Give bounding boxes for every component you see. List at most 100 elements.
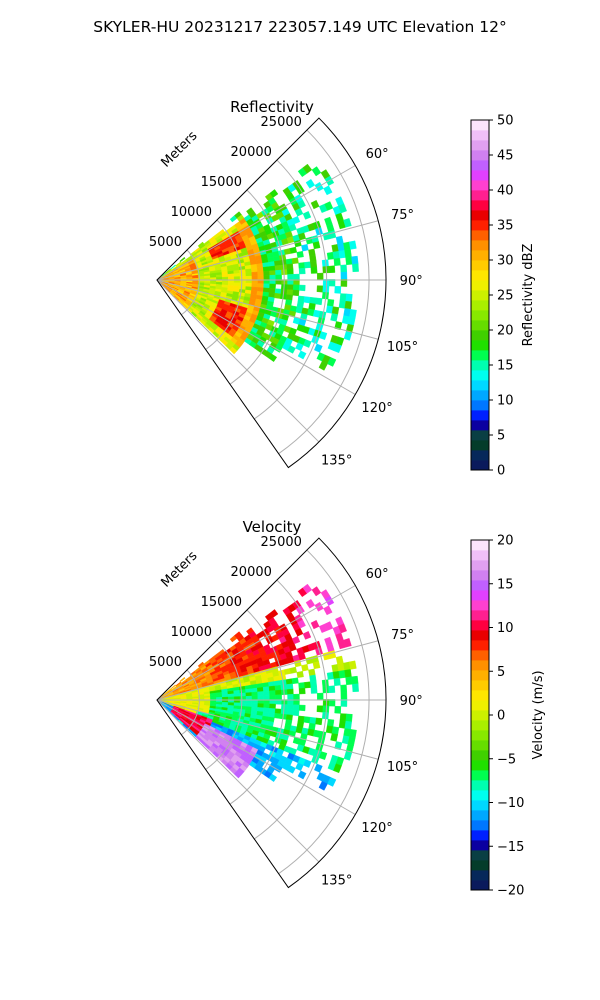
field-cell [298,267,306,275]
colorbar-swatch [471,140,489,151]
colorbar-swatch [471,320,489,331]
field-cell [339,713,347,722]
field-cell [257,283,265,289]
velocity-range-ticks: 5000 10000 15000 20000 25000 [149,535,302,670]
range-tick-label: 5000 [149,655,182,670]
field-cell [227,273,235,278]
velocity-azimuth-ticks: 60° 75° 90° 105° 120° 135° [321,567,423,889]
field-cell [297,619,306,629]
colorbar-swatch [471,670,489,681]
field-cell [303,296,311,304]
colorbar-tick-label: 10 [497,394,514,409]
reflectivity-range-label: Meters [159,128,201,170]
field-cell [239,692,247,697]
colorbar-tick-label: 20 [497,324,514,339]
field-cell [287,274,294,280]
colorbar-swatch [471,540,489,551]
colorbar-swatch [471,820,489,831]
colorbar-tick-label: 20 [497,534,514,549]
colorbar-tick-label: −10 [497,796,524,811]
colorbar-swatch [471,440,489,451]
field-cell [268,353,278,362]
field-cell [293,273,300,280]
colorbar-swatch [471,850,489,861]
colorbar-swatch [471,810,489,821]
reflectivity-range-ticks: 5000 10000 15000 20000 25000 [149,115,302,250]
field-cell [256,267,264,273]
field-cell [285,678,293,685]
field-cell [287,284,294,291]
field-cell [268,265,276,272]
azimuth-tick-label: 90° [400,274,423,289]
range-ring [229,189,285,385]
field-cell [229,346,238,355]
field-cell [345,293,353,303]
field-cell [315,297,323,306]
colorbar-swatch [471,570,489,581]
field-cell [287,704,294,711]
field-cell [251,275,259,280]
colorbar-swatch [471,730,489,741]
range-ring [205,219,243,350]
field-cell [340,699,348,707]
colorbar-swatch [471,690,489,701]
field-cell [349,309,357,319]
field-cell [216,277,223,280]
colorbar-tick-label: −20 [497,884,524,899]
field-cell [349,729,357,739]
azimuth-tick-label: 120° [361,821,392,836]
field-cell [302,211,312,220]
field-cell [286,683,294,690]
colorbar-swatch [471,350,489,361]
colorbar-swatch [471,720,489,731]
field-cell [333,257,341,266]
colorbar-swatch [471,160,489,171]
field-cell [227,696,235,701]
field-cell [309,716,317,725]
velocity-field [156,583,359,791]
field-cell [331,726,340,735]
field-cell [330,313,339,322]
reflectivity-colorbar: 0 5 10 15 20 25 30 35 40 45 50 [470,114,514,479]
velocity-range-label: Meters [159,548,201,590]
colorbar-swatch [471,840,489,851]
field-cell [275,689,282,696]
range-tick-label: 25000 [261,535,302,550]
field-cell [328,265,336,274]
reflectivity-azimuth-ticks: 60° 75° 90° 105° 120° 135° [321,147,423,469]
field-cell [263,275,271,280]
field-cell [286,289,294,296]
field-cell [316,272,324,280]
field-cell [269,283,276,289]
colorbar-swatch [471,150,489,161]
field-cell [251,687,258,693]
colorbar-swatch [471,590,489,601]
field-cell [245,275,253,280]
field-cell [351,675,359,685]
field-cell [268,773,278,782]
field-cell [257,703,265,709]
field-cell [327,777,337,787]
colorbar-swatch [471,750,489,761]
field-cell [304,681,312,689]
field-cell [275,274,282,280]
field-cell [275,694,282,700]
colorbar-tick-label: 15 [497,577,514,592]
azimuth-gridline [156,279,320,443]
colorbar-swatch [471,600,489,611]
colorbar-swatch [471,880,489,891]
field-cell [331,306,340,315]
field-cell [312,661,321,670]
field-cell [239,269,247,274]
colorbar-swatch [471,630,489,641]
colorbar-swatch [471,260,489,271]
field-cell [330,733,339,742]
field-cell [216,697,223,700]
colorbar-tick-label: −15 [497,840,524,855]
colorbar-swatch [471,290,489,301]
field-cell [269,703,276,709]
field-cell [179,256,186,263]
field-cell [298,262,306,269]
field-cell [335,655,344,665]
field-cell [344,249,352,258]
